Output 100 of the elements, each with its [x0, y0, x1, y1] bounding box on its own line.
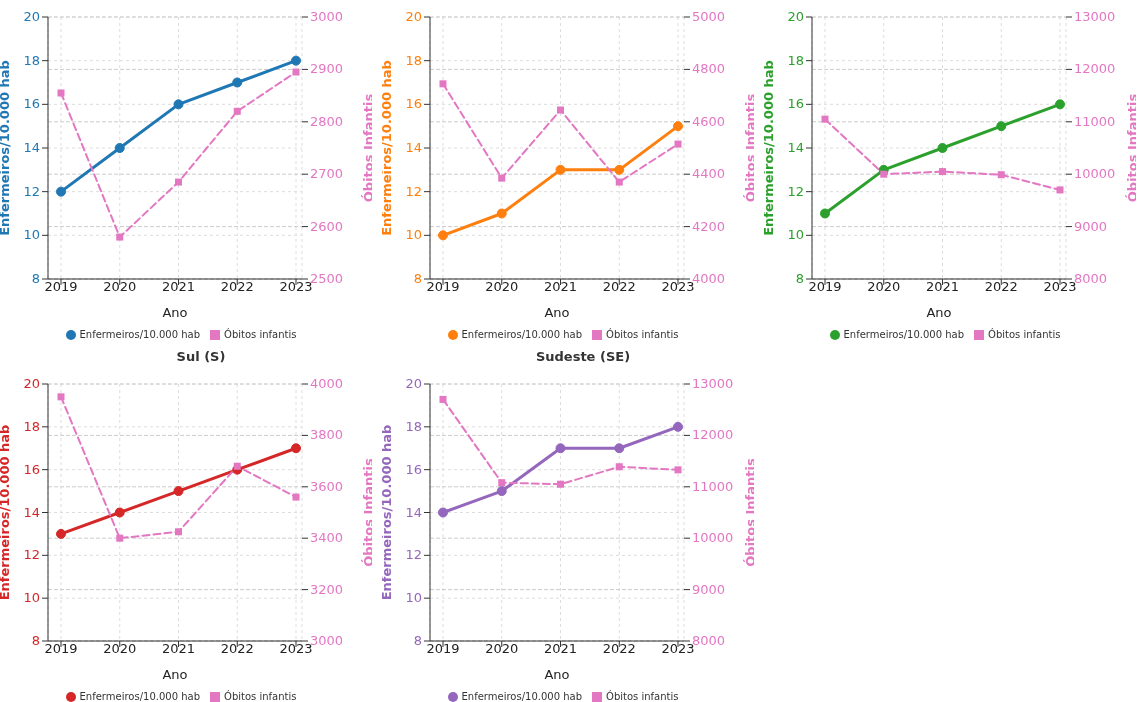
- y-tick-label: 8: [413, 271, 422, 286]
- x-axis-title: Ano: [926, 305, 952, 320]
- x-axis-title: Ano: [162, 305, 188, 320]
- x-tick-label: 2019: [44, 279, 78, 294]
- y-tick-label: 12: [405, 183, 422, 199]
- legend-label: Enfermeiros/10.000 hab: [79, 691, 201, 702]
- y2-tick-label: 10000: [692, 530, 734, 546]
- y-tick-label: 16: [23, 461, 40, 477]
- y-tick-label: 20: [405, 376, 422, 391]
- y2-axis-title: Óbitos Infantis: [360, 458, 376, 567]
- x-axis-title: Ano: [162, 667, 188, 682]
- x-tick-label: 2022: [984, 279, 1018, 294]
- x-tick-label: 2020: [867, 279, 901, 294]
- y2-axis-title: Óbitos Infantis: [360, 93, 376, 203]
- x-tick-label: 2022: [602, 279, 636, 294]
- legend-label: Enfermeiros/10.000 hab: [461, 691, 583, 702]
- y-tick-label: 10: [787, 227, 804, 243]
- y-tick-label: 16: [787, 96, 804, 112]
- y-tick-label: 10: [23, 590, 40, 606]
- y2-tick-label: 11000: [692, 478, 734, 494]
- y2-axis-title: Óbitos Infantis: [1124, 93, 1140, 203]
- legend-label: Óbitos infantis: [606, 329, 679, 340]
- legend-label: Enfermeiros/10.000 hab: [461, 329, 583, 340]
- y-tick-label: 12: [23, 183, 40, 199]
- y-tick-label: 20: [405, 9, 422, 24]
- y2-tick-label: 9000: [1074, 218, 1108, 234]
- y2-tick-label: 4000: [692, 271, 726, 286]
- y-tick-label: 12: [787, 183, 804, 199]
- y2-tick-label: 5000: [692, 9, 726, 24]
- y2-tick-label: 2800: [310, 113, 344, 129]
- y2-tick-label: 4600: [692, 113, 726, 129]
- y-tick-label: 16: [405, 461, 422, 477]
- y-tick-label: 14: [405, 140, 422, 155]
- x-tick-label: 2019: [808, 279, 842, 294]
- chart-title: Sudeste (SE): [534, 348, 632, 366]
- y-tick-label: 8: [31, 633, 40, 648]
- legend-label: Óbitos infantis: [224, 691, 297, 702]
- y2-tick-label: 9000: [692, 581, 726, 597]
- y2-tick-label: 3400: [310, 530, 344, 546]
- y2-tick-label: 12000: [692, 427, 734, 443]
- y-tick-label: 20: [23, 9, 40, 24]
- x-tick-label: 2020: [103, 279, 137, 294]
- x-axis-title: Ano: [544, 667, 570, 682]
- x-tick-label: 2021: [543, 641, 578, 656]
- y-tick-label: 14: [23, 504, 40, 520]
- x-tick-label: 2020: [103, 641, 137, 656]
- y2-axis-title: Óbitos Infantis: [742, 93, 758, 203]
- y-tick-label: 10: [23, 227, 40, 243]
- y2-tick-label: 10000: [1074, 166, 1116, 182]
- y-tick-label: 18: [23, 418, 40, 434]
- x-tick-label: 2021: [161, 279, 196, 294]
- y2-tick-label: 4000: [310, 376, 344, 391]
- x-tick-label: 2020: [485, 641, 519, 656]
- legend-label: Enfermeiros/10.000 hab: [79, 329, 201, 340]
- y-tick-label: 18: [405, 52, 422, 68]
- x-tick-label: 2019: [426, 641, 460, 656]
- y-tick-label: 20: [23, 376, 40, 391]
- y-tick-label: 12: [23, 547, 40, 563]
- y-tick-label: 18: [23, 52, 40, 68]
- x-axis-title: Ano: [544, 305, 570, 320]
- x-tick-label: 2022: [602, 641, 636, 656]
- y-tick-label: 20: [787, 9, 804, 24]
- y-tick-label: 18: [405, 418, 422, 434]
- y-tick-label: 16: [405, 96, 422, 112]
- y2-tick-label: 11000: [1074, 113, 1116, 129]
- y-tick-label: 14: [23, 140, 40, 155]
- legend-label: Enfermeiros/10.000 hab: [843, 329, 965, 340]
- chart-title: Sul (S): [175, 348, 227, 366]
- y2-tick-label: 8000: [692, 633, 726, 648]
- y-tick-label: 8: [31, 271, 40, 286]
- y2-tick-label: 2900: [310, 61, 344, 77]
- y2-tick-label: 3000: [310, 633, 344, 648]
- y2-tick-label: 2700: [310, 166, 344, 182]
- y2-tick-label: 3600: [310, 478, 344, 494]
- x-tick-label: 2021: [925, 279, 960, 294]
- y-tick-label: 12: [405, 547, 422, 563]
- y-tick-label: 8: [795, 271, 804, 286]
- y-tick-label: 16: [23, 96, 40, 112]
- y-tick-label: 10: [405, 227, 422, 243]
- y2-tick-label: 4400: [692, 166, 726, 182]
- y2-tick-label: 2500: [310, 271, 344, 286]
- y2-tick-label: 3800: [310, 427, 344, 443]
- x-tick-label: 2022: [220, 641, 254, 656]
- legend-label: Óbitos infantis: [988, 329, 1061, 340]
- y2-tick-label: 3200: [310, 581, 344, 597]
- y2-tick-label: 8000: [1074, 271, 1108, 286]
- y2-tick-label: 13000: [692, 376, 734, 391]
- x-tick-label: 2020: [485, 279, 519, 294]
- legend-label: Óbitos infantis: [606, 691, 679, 702]
- y2-tick-label: 4200: [692, 218, 726, 234]
- x-tick-label: 2023: [279, 641, 313, 656]
- y2-tick-label: 12000: [1074, 61, 1116, 77]
- x-tick-label: 2021: [161, 641, 196, 656]
- y-tick-label: 10: [405, 590, 422, 606]
- x-tick-label: 2021: [543, 279, 578, 294]
- y2-tick-label: 2600: [310, 218, 344, 234]
- legend-label: Óbitos infantis: [224, 329, 297, 340]
- y-tick-label: 14: [787, 140, 804, 155]
- y2-tick-label: 13000: [1074, 9, 1116, 24]
- y-tick-label: 14: [405, 504, 422, 520]
